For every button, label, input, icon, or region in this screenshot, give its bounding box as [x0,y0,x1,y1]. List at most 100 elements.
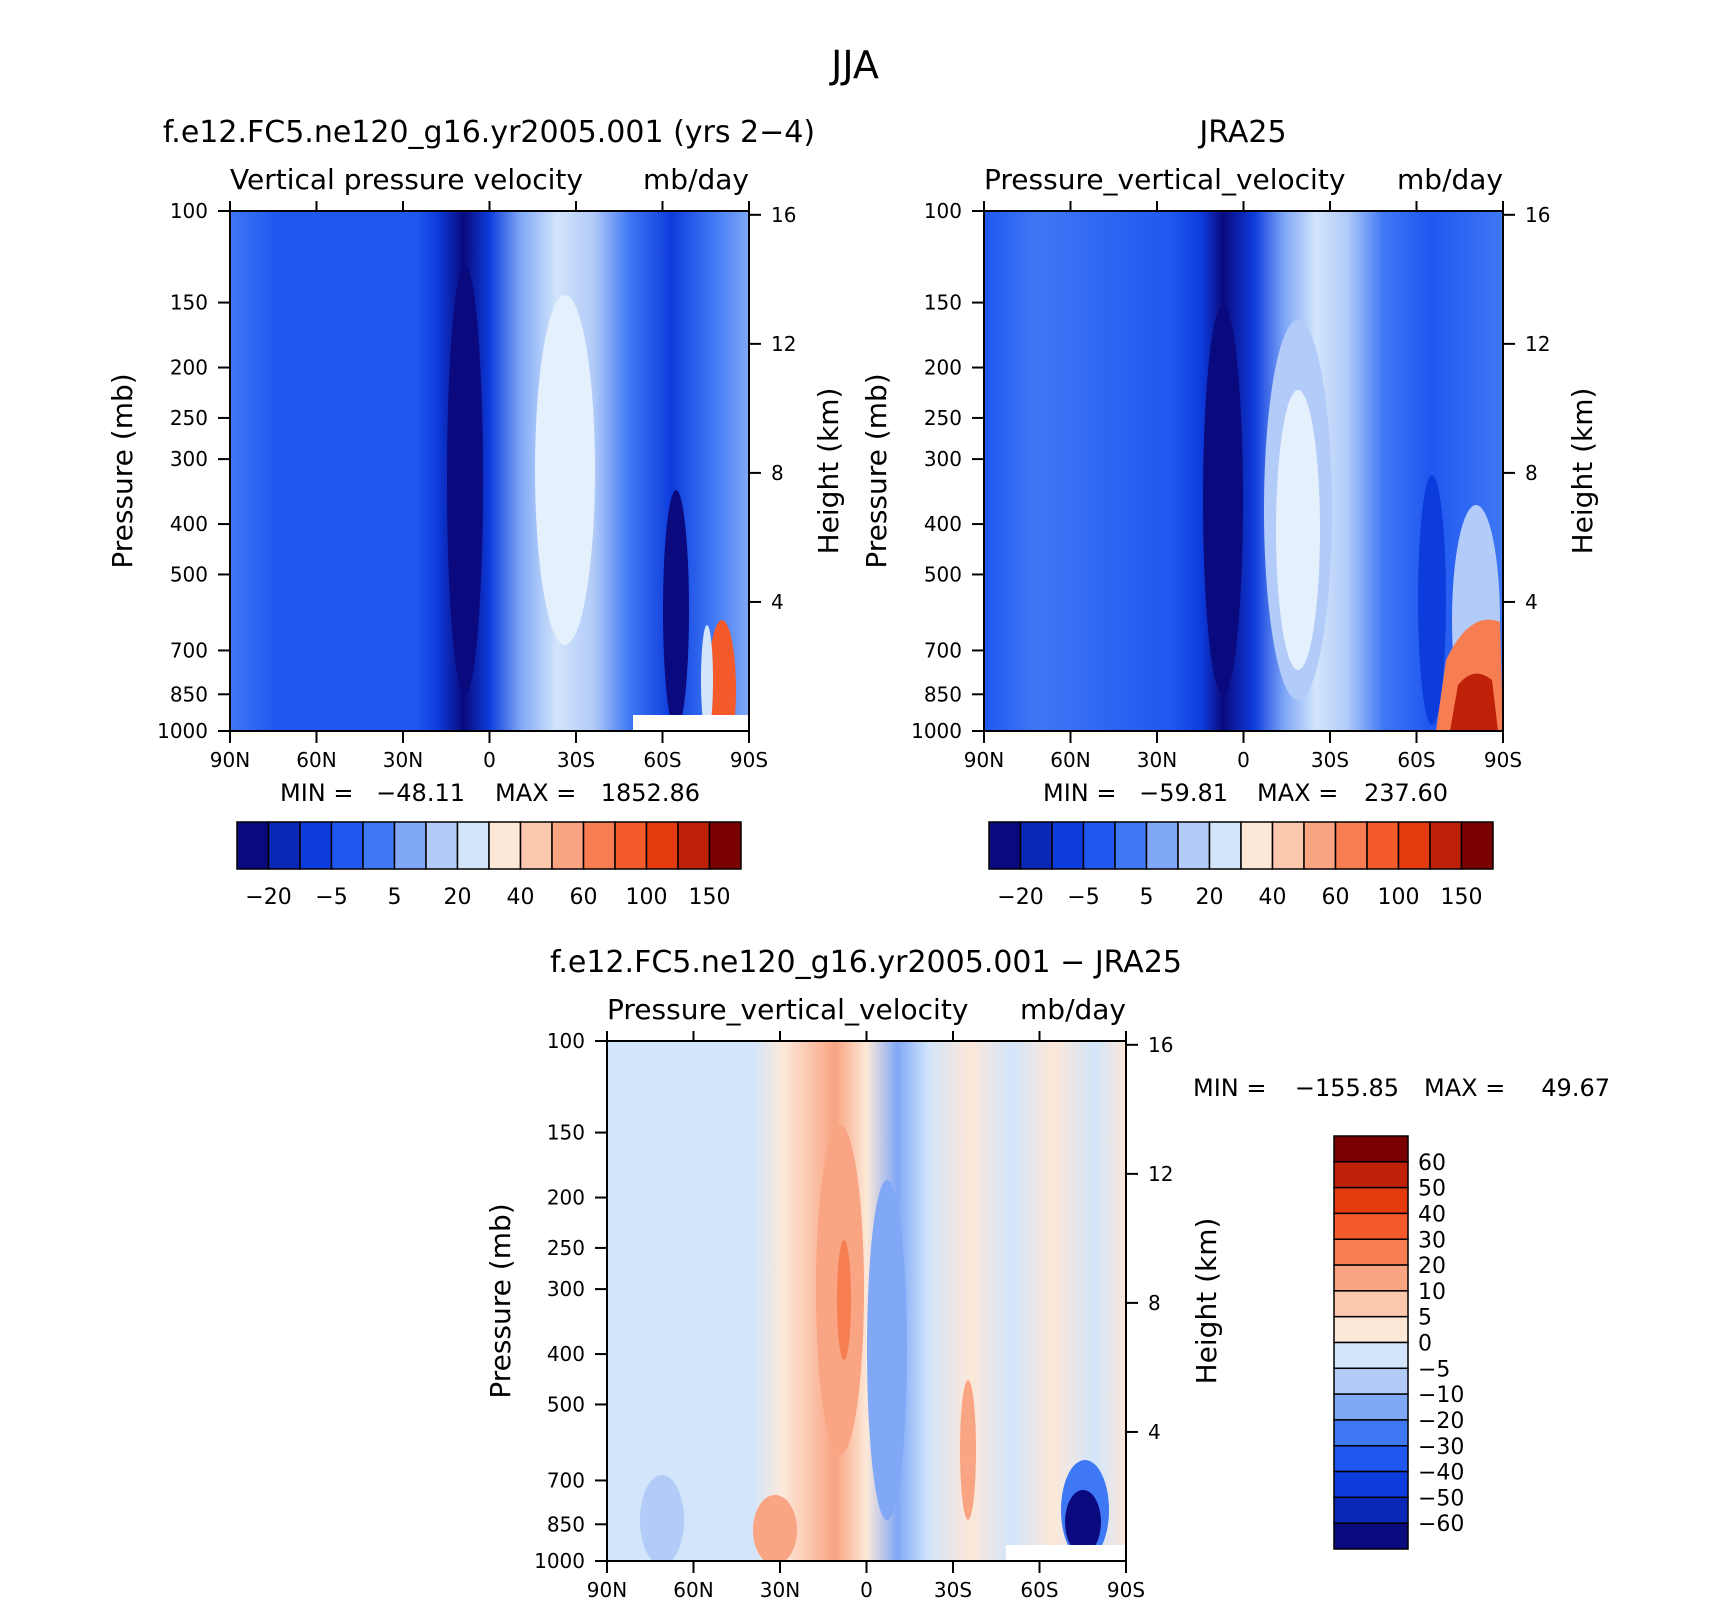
colorbar-swatch [1051,821,1085,870]
colorbar-label: 60 [570,885,598,910]
colorbar-swatch [1333,1315,1409,1344]
colorbar-label: 100 [626,885,668,910]
colorbar-swatch [1333,1445,1409,1473]
y-tick-label: 1000 [157,719,208,743]
colorbar-label: 20 [1196,885,1224,910]
height-axis: 4 8 12 16 [1126,1033,1173,1444]
right-axis-label: Height (km) [1190,1218,1223,1385]
colorbar-swatch [1333,1522,1409,1550]
x-tick-label: 30S [1311,748,1349,772]
field-feature [1203,305,1243,695]
field-feature [701,625,713,731]
y-tick-label: 200 [924,356,962,380]
colorbar: −20 −5 5 20 40 60 100 150 [236,821,742,910]
height-tick-label: 16 [771,203,796,227]
y-tick-label: 700 [924,638,962,662]
colorbar-swatch [519,821,553,870]
pressure-axis: 100 150 200 250 300 400 500 700 850 1000 [157,199,230,743]
colorbar-label: −20 [245,885,291,910]
latitude-axis: 90N 60N 30N 0 30S 60S 90S [964,201,1522,772]
colorbar-swatch [425,821,459,870]
colorbar-swatch [1177,821,1211,870]
missing-data [633,715,749,731]
colorbar-swatch [1303,821,1337,870]
min-value: −59.81 [1139,779,1228,807]
colorbar-label: −5 [315,885,347,910]
colorbar-swatch [1333,1470,1409,1499]
colorbar-label: 5 [1140,885,1154,910]
x-tick-label: 60S [1020,1578,1058,1601]
panel-obs: JRA25 Pressure_vertical_velocity mb/day … [860,115,1599,910]
panel-difference: f.e12.FC5.ne120_g16.yr2005.001 − JRA25 P… [484,945,1610,1601]
colorbar-swatch [1333,1238,1409,1266]
colorbar-swatch [330,821,364,870]
field-feature [753,1495,797,1561]
height-tick-label: 12 [1148,1162,1173,1186]
colorbar-swatch [1333,1341,1409,1370]
colorbar-label: 40 [1418,1202,1446,1227]
colorbar-label: −5 [1067,885,1099,910]
field-feature [867,1180,907,1520]
y-tick-label: 1000 [911,719,962,743]
field-feature [1065,1490,1101,1554]
height-tick-label: 12 [1525,332,1550,356]
colorbar-swatch [1333,1212,1409,1240]
field-feature [837,1240,851,1360]
colorbar-label: −5 [1418,1357,1450,1382]
colorbar-swatch [236,821,270,870]
colorbar-label: 150 [689,885,731,910]
colorbar-label: −10 [1418,1383,1464,1408]
x-tick-label: 90S [1484,748,1522,772]
min-label: MIN = [280,779,353,807]
x-tick-label: 90N [964,748,1004,772]
colorbar-label: 60 [1418,1151,1446,1176]
max-label: MAX = [495,779,576,807]
colorbar-swatch [1333,1419,1409,1447]
y-axis-label: Pressure (mb) [106,373,139,568]
y-tick-label: 200 [547,1186,585,1210]
plot-area [607,1041,1126,1561]
field-feature [960,1380,976,1520]
colorbar-swatch [488,821,522,870]
max-value: 49.67 [1541,1074,1610,1102]
plot-area [230,211,749,731]
colorbar-swatch [1333,1264,1409,1292]
max-value: 1852.86 [601,779,700,807]
panel-title: f.e12.FC5.ne120_g16.yr2005.001 (yrs 2−4) [163,115,815,150]
y-tick-label: 850 [924,682,962,706]
field-feature [1276,390,1320,670]
panel-title: JRA25 [1197,115,1286,150]
colorbar-swatch [1460,821,1494,870]
y-tick-label: 400 [170,512,208,536]
height-tick-label: 4 [1148,1420,1161,1444]
colorbar-label: 30 [1418,1228,1446,1253]
x-tick-label: 60N [673,1578,713,1601]
x-tick-label: 30N [1137,748,1177,772]
colorbar-label: 50 [1418,1177,1446,1202]
x-tick-label: 60N [1050,748,1090,772]
figure-title: JJA [829,43,879,87]
colorbar-label: 20 [444,885,472,910]
latitude-axis: 90N 60N 30N 0 30S 60S 90S [587,1031,1145,1601]
colorbar-swatch [582,821,616,870]
max-value: 237.60 [1364,779,1448,807]
x-tick-label: 60N [296,748,336,772]
colorbar-label: −40 [1418,1461,1464,1486]
missing-data [1006,1545,1126,1561]
colorbar-swatch [1208,821,1242,870]
y-tick-label: 500 [170,562,208,586]
x-tick-label: 0 [483,748,496,772]
colorbar-swatch [988,821,1022,870]
colorbar-label: −20 [1418,1409,1464,1434]
height-tick-label: 8 [771,461,784,485]
colorbar: −20 −5 5 20 40 60 100 150 [988,821,1494,910]
height-tick-label: 16 [1148,1033,1173,1057]
x-tick-label: 60S [643,748,681,772]
y-tick-label: 150 [547,1121,585,1145]
colorbar-swatch [708,821,742,870]
x-tick-label: 60S [1397,748,1435,772]
colorbar-swatch [1333,1367,1409,1395]
colorbar-label: 100 [1378,885,1420,910]
x-tick-label: 0 [1237,748,1250,772]
y-tick-label: 300 [547,1277,585,1301]
